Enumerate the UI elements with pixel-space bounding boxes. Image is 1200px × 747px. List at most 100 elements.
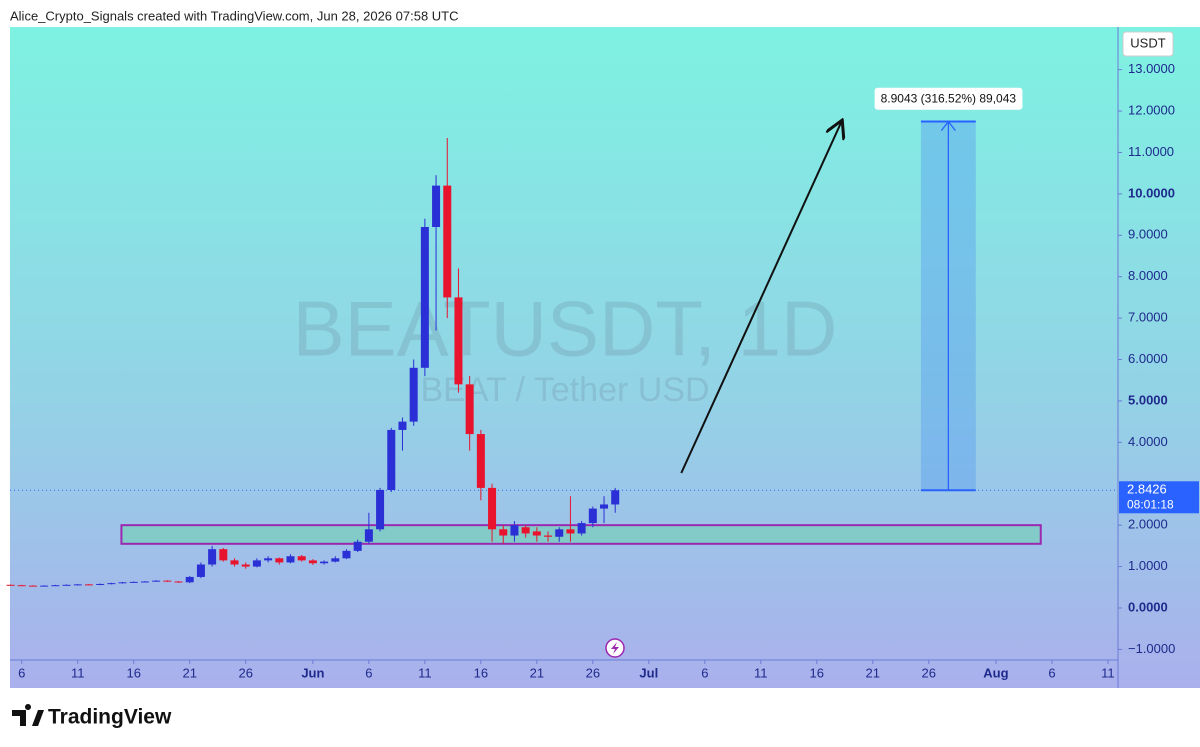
x-tick-label: 26 <box>586 665 600 680</box>
candle-body <box>230 560 239 565</box>
x-tick-label: 6 <box>701 665 708 680</box>
candle-body <box>252 560 261 567</box>
y-tick-label: −1.0000 <box>1128 641 1175 656</box>
candle-body <box>420 227 429 368</box>
currency-box[interactable] <box>1122 31 1174 57</box>
candle-body <box>555 529 564 537</box>
candle-body <box>364 529 373 542</box>
x-tick-label: 21 <box>866 665 880 680</box>
candle-body <box>600 504 609 509</box>
x-tick-label: Jun <box>301 665 324 680</box>
last-price-label: 2.8426 <box>1127 482 1167 497</box>
candle-body <box>409 367 418 422</box>
logo: TradingView <box>12 704 172 729</box>
candle-body <box>465 384 474 435</box>
candle-body <box>353 541 362 551</box>
y-tick-label: 5.0000 <box>1128 392 1168 407</box>
candle-body <box>152 580 161 582</box>
x-tick-label: 11 <box>1101 665 1115 680</box>
candle-body <box>40 585 49 587</box>
candle-body <box>577 523 586 534</box>
y-tick-label: 8.0000 <box>1128 268 1168 283</box>
candle-body <box>566 529 575 534</box>
candle-body <box>241 564 250 567</box>
candle-body <box>454 297 463 385</box>
y-tick-label: 9.0000 <box>1128 227 1168 242</box>
x-tick-label: 26 <box>238 665 252 680</box>
candle-body <box>476 434 485 488</box>
candle-body <box>208 549 217 565</box>
y-tick-label: 4.0000 <box>1128 434 1168 449</box>
event-icon[interactable] <box>605 638 625 658</box>
measure-label-box <box>874 87 1023 110</box>
y-tick-label: 0.0000 <box>1128 599 1168 614</box>
candle-body <box>51 585 60 587</box>
candle-body <box>17 585 26 587</box>
last-price-box <box>1119 481 1199 514</box>
candle-body <box>376 489 385 530</box>
candle-body <box>275 558 284 563</box>
x-tick-label: 11 <box>754 665 768 680</box>
x-tick-label: 16 <box>810 665 824 680</box>
chart-background <box>10 27 1200 688</box>
candle-body <box>185 576 194 583</box>
x-tick-label: 21 <box>530 665 544 680</box>
candle-body <box>398 421 407 430</box>
candle-body <box>84 584 93 586</box>
header: Alice_Crypto_Signals created with Tradin… <box>10 8 459 23</box>
candle-body <box>118 582 127 584</box>
candle-body <box>196 564 205 577</box>
measure-label: 8.9043 (316.52%) 89,043 <box>881 92 1017 106</box>
x-tick-label: 21 <box>182 665 196 680</box>
y-tick-label: 13.0000 <box>1128 61 1175 76</box>
candle-body <box>6 584 15 586</box>
currency[interactable]: USDT <box>1130 35 1165 50</box>
y-tick-label: 12.0000 <box>1128 103 1175 118</box>
candle-body <box>588 508 597 524</box>
candle-body <box>532 531 541 536</box>
logo-text: TradingView <box>48 706 172 729</box>
x-tick-label: 16 <box>126 665 140 680</box>
candle-body <box>264 558 273 561</box>
candle-body <box>443 185 452 298</box>
y-tick-label: 7.0000 <box>1128 310 1168 325</box>
candle-body <box>286 556 295 563</box>
candle-body <box>174 581 183 583</box>
candle-body <box>297 556 306 561</box>
y-tick-label: 10.0000 <box>1128 185 1175 200</box>
candle-body <box>499 529 508 536</box>
event-bolt[interactable] <box>611 642 619 654</box>
x-tick-label: 16 <box>474 665 488 680</box>
candle-body <box>510 525 519 536</box>
measure-arrow <box>940 120 956 491</box>
logo-mark <box>12 704 44 726</box>
candle-body <box>521 527 530 534</box>
candle-body <box>62 584 71 586</box>
candle-body <box>107 583 116 585</box>
candle-body <box>320 561 329 564</box>
x-tick-label: Aug <box>983 665 1008 680</box>
candle-body <box>611 490 620 505</box>
candle-body <box>432 185 441 228</box>
candle-body <box>488 487 497 530</box>
y-tick-label: 11.0000 <box>1128 144 1174 159</box>
countdown: 08:01:18 <box>1127 497 1174 511</box>
x-tick-label: 11 <box>418 665 432 680</box>
candle-body <box>73 584 82 586</box>
candle-body <box>331 558 340 562</box>
candle-body <box>140 581 149 583</box>
y-tick-label: 1.0000 <box>1128 558 1168 573</box>
candle-body <box>96 583 105 585</box>
candle-body <box>308 560 317 564</box>
trend-arrow <box>680 122 841 474</box>
x-tick-label: 26 <box>922 665 936 680</box>
y-tick-label: 2.0000 <box>1128 517 1168 532</box>
candle-body <box>544 535 553 537</box>
plot-area: 13.0000 12.0000 11.0000 10.0000 9.0000 8.0000… <box>6 61 1199 680</box>
x-tick-label: 11 <box>71 665 85 680</box>
watermark-subtitle: BEAT / Tether USD <box>420 371 709 409</box>
candle-body <box>28 585 37 587</box>
candle-body <box>163 580 172 582</box>
